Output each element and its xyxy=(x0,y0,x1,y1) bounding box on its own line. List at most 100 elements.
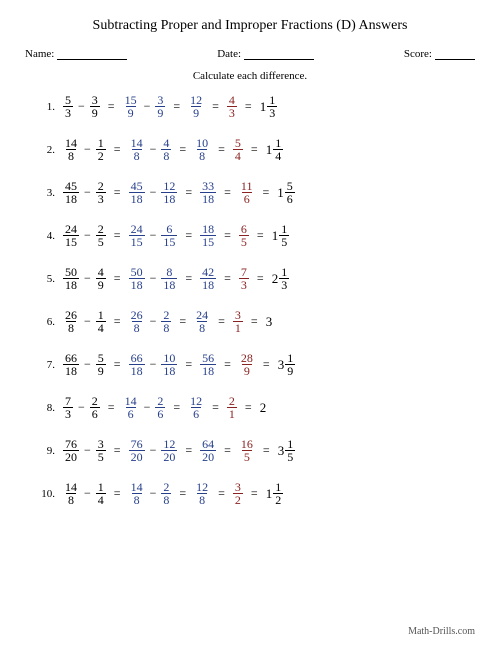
numerator: 64 xyxy=(200,438,216,450)
minus: − xyxy=(78,400,85,415)
fraction: 1220 xyxy=(161,438,177,463)
fraction: 43 xyxy=(227,94,237,119)
equals: = xyxy=(185,443,192,458)
numerator: 1 xyxy=(96,137,106,149)
problem-row: 10.148−14=148−28=128=32=112 xyxy=(35,481,475,506)
numerator: 2 xyxy=(155,395,165,407)
numerator: 24 xyxy=(194,309,210,321)
numerator: 4 xyxy=(227,94,237,106)
equals: = xyxy=(185,185,192,200)
denominator: 5 xyxy=(285,450,295,463)
whole-part: 1 xyxy=(277,185,284,201)
denominator: 9 xyxy=(155,106,165,119)
equals: = xyxy=(224,443,231,458)
fraction: 289 xyxy=(239,352,255,377)
fraction: 13 xyxy=(279,266,289,291)
numerator: 12 xyxy=(161,438,177,450)
fraction: 26 xyxy=(155,395,165,420)
denominator: 5 xyxy=(96,235,106,248)
equals: = xyxy=(114,486,121,501)
name-line[interactable] xyxy=(57,59,127,60)
mixed-number: 112 xyxy=(266,481,284,506)
denominator: 8 xyxy=(132,493,142,506)
problem-number: 9. xyxy=(35,445,55,457)
denominator: 6 xyxy=(155,407,165,420)
minus: − xyxy=(150,486,157,501)
fraction: 165 xyxy=(239,438,255,463)
numerator: 12 xyxy=(188,395,204,407)
fraction: 15 xyxy=(279,223,289,248)
numerator: 42 xyxy=(200,266,216,278)
fraction: 28 xyxy=(161,481,171,506)
denominator: 6 xyxy=(126,407,136,420)
denominator: 18 xyxy=(63,278,79,291)
problem-number: 10. xyxy=(35,488,55,500)
numerator: 5 xyxy=(96,352,106,364)
instruction: Calculate each difference. xyxy=(25,70,475,82)
problem-number: 4. xyxy=(35,230,55,242)
numerator: 24 xyxy=(129,223,145,235)
numerator: 15 xyxy=(123,94,139,106)
problem-number: 8. xyxy=(35,402,55,414)
numerator: 11 xyxy=(239,180,255,192)
denominator: 8 xyxy=(161,493,171,506)
numerator: 45 xyxy=(63,180,79,192)
equals: = xyxy=(212,99,219,114)
fraction: 12 xyxy=(273,481,283,506)
denominator: 18 xyxy=(129,364,145,377)
denominator: 9 xyxy=(96,278,106,291)
fraction: 53 xyxy=(63,94,73,119)
minus: − xyxy=(84,271,91,286)
fraction: 49 xyxy=(96,266,106,291)
numerator: 5 xyxy=(233,137,243,149)
denominator: 15 xyxy=(63,235,79,248)
mixed-number: 156 xyxy=(277,180,295,205)
denominator: 18 xyxy=(200,364,216,377)
fraction: 56 xyxy=(285,180,295,205)
denominator: 5 xyxy=(279,235,289,248)
equals: = xyxy=(179,142,186,157)
numerator: 3 xyxy=(155,94,165,106)
denominator: 2 xyxy=(233,493,243,506)
numerator: 1 xyxy=(279,223,289,235)
fraction: 35 xyxy=(96,438,106,463)
numerator: 7 xyxy=(239,266,249,278)
whole-result: 3 xyxy=(266,314,273,330)
denominator: 4 xyxy=(233,149,243,162)
denominator: 3 xyxy=(63,407,73,420)
numerator: 33 xyxy=(200,180,216,192)
equals: = xyxy=(114,271,121,286)
equals: = xyxy=(262,185,269,200)
score-line[interactable] xyxy=(435,59,475,60)
fraction: 3318 xyxy=(200,180,216,205)
fraction: 1815 xyxy=(200,223,216,248)
equals: = xyxy=(185,228,192,243)
denominator: 9 xyxy=(191,106,201,119)
numerator: 14 xyxy=(63,481,79,493)
equals: = xyxy=(114,314,121,329)
minus: − xyxy=(84,185,91,200)
problem-number: 5. xyxy=(35,273,55,285)
header-row: Name: Date: Score: xyxy=(25,48,475,60)
fraction: 12 xyxy=(96,137,106,162)
problem-list: 1.53−39=159−39=129=43=1132.148−12=148−48… xyxy=(25,94,475,506)
fraction: 5018 xyxy=(63,266,79,291)
numerator: 10 xyxy=(194,137,210,149)
denominator: 8 xyxy=(66,493,76,506)
minus: − xyxy=(150,185,157,200)
numerator: 14 xyxy=(63,137,79,149)
problem-number: 1. xyxy=(35,101,55,113)
numerator: 2 xyxy=(161,481,171,493)
denominator: 6 xyxy=(242,192,252,205)
fraction: 6618 xyxy=(63,352,79,377)
minus: − xyxy=(150,443,157,458)
date-line[interactable] xyxy=(244,59,314,60)
equals: = xyxy=(173,99,180,114)
whole-part: 3 xyxy=(278,443,285,459)
score-label: Score: xyxy=(404,48,432,60)
minus: − xyxy=(150,271,157,286)
fraction: 73 xyxy=(63,395,73,420)
numerator: 5 xyxy=(63,94,73,106)
denominator: 1 xyxy=(227,407,237,420)
equals: = xyxy=(114,357,121,372)
